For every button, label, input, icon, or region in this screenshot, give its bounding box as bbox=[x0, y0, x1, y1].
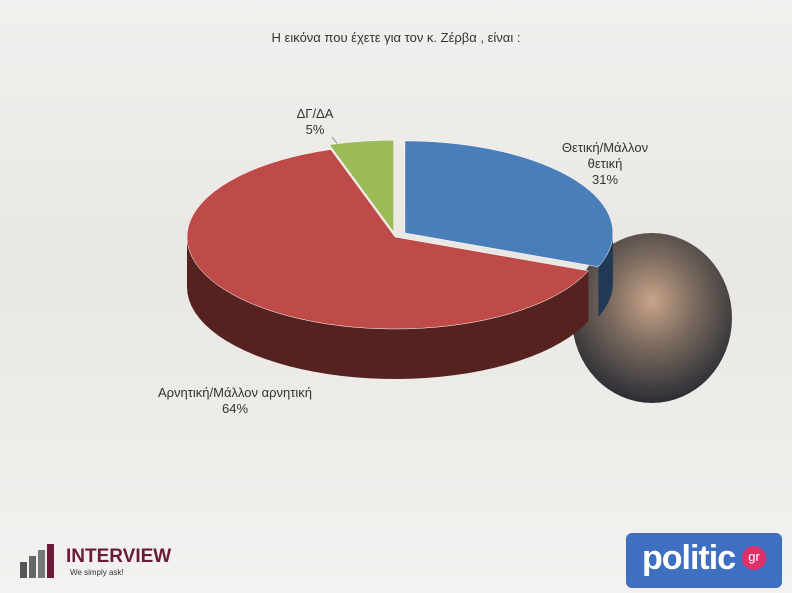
pie bbox=[186, 140, 614, 379]
value-label: 31% bbox=[591, 172, 619, 187]
logo-icon bbox=[20, 544, 54, 578]
slice-side bbox=[598, 232, 613, 317]
slice-side bbox=[187, 237, 589, 379]
slice bbox=[329, 140, 394, 234]
logo-tagline: We simply ask! bbox=[70, 568, 124, 577]
logo-badge: gr bbox=[742, 546, 766, 570]
logo-text: INTERVIEW bbox=[66, 546, 172, 567]
category-label: Αρνητική/Μάλλον αρνητική bbox=[157, 385, 313, 400]
slice bbox=[404, 140, 614, 268]
slice bbox=[186, 149, 589, 330]
slice-label: ΔΓ/ΔΑ 5% bbox=[280, 106, 350, 138]
value-label: 5% bbox=[305, 122, 325, 137]
interview-logo: INTERVIEW We simply ask! bbox=[18, 540, 188, 582]
category-label: ΔΓ/ΔΑ bbox=[296, 106, 334, 121]
slice-label: Θετική/Μάλλον θετική 31% bbox=[545, 140, 665, 188]
value-label: 64% bbox=[221, 401, 249, 416]
chart-title: Η εικόνα που έχετε για τον κ. Ζέρβα , εί… bbox=[272, 30, 521, 45]
logo-text: politic bbox=[642, 539, 736, 577]
category-label: Θετική/Μάλλον θετική bbox=[561, 140, 649, 171]
politic-logo: politic gr bbox=[626, 533, 782, 588]
slice-label: Αρνητική/Μάλλον αρνητική 64% bbox=[120, 385, 350, 417]
